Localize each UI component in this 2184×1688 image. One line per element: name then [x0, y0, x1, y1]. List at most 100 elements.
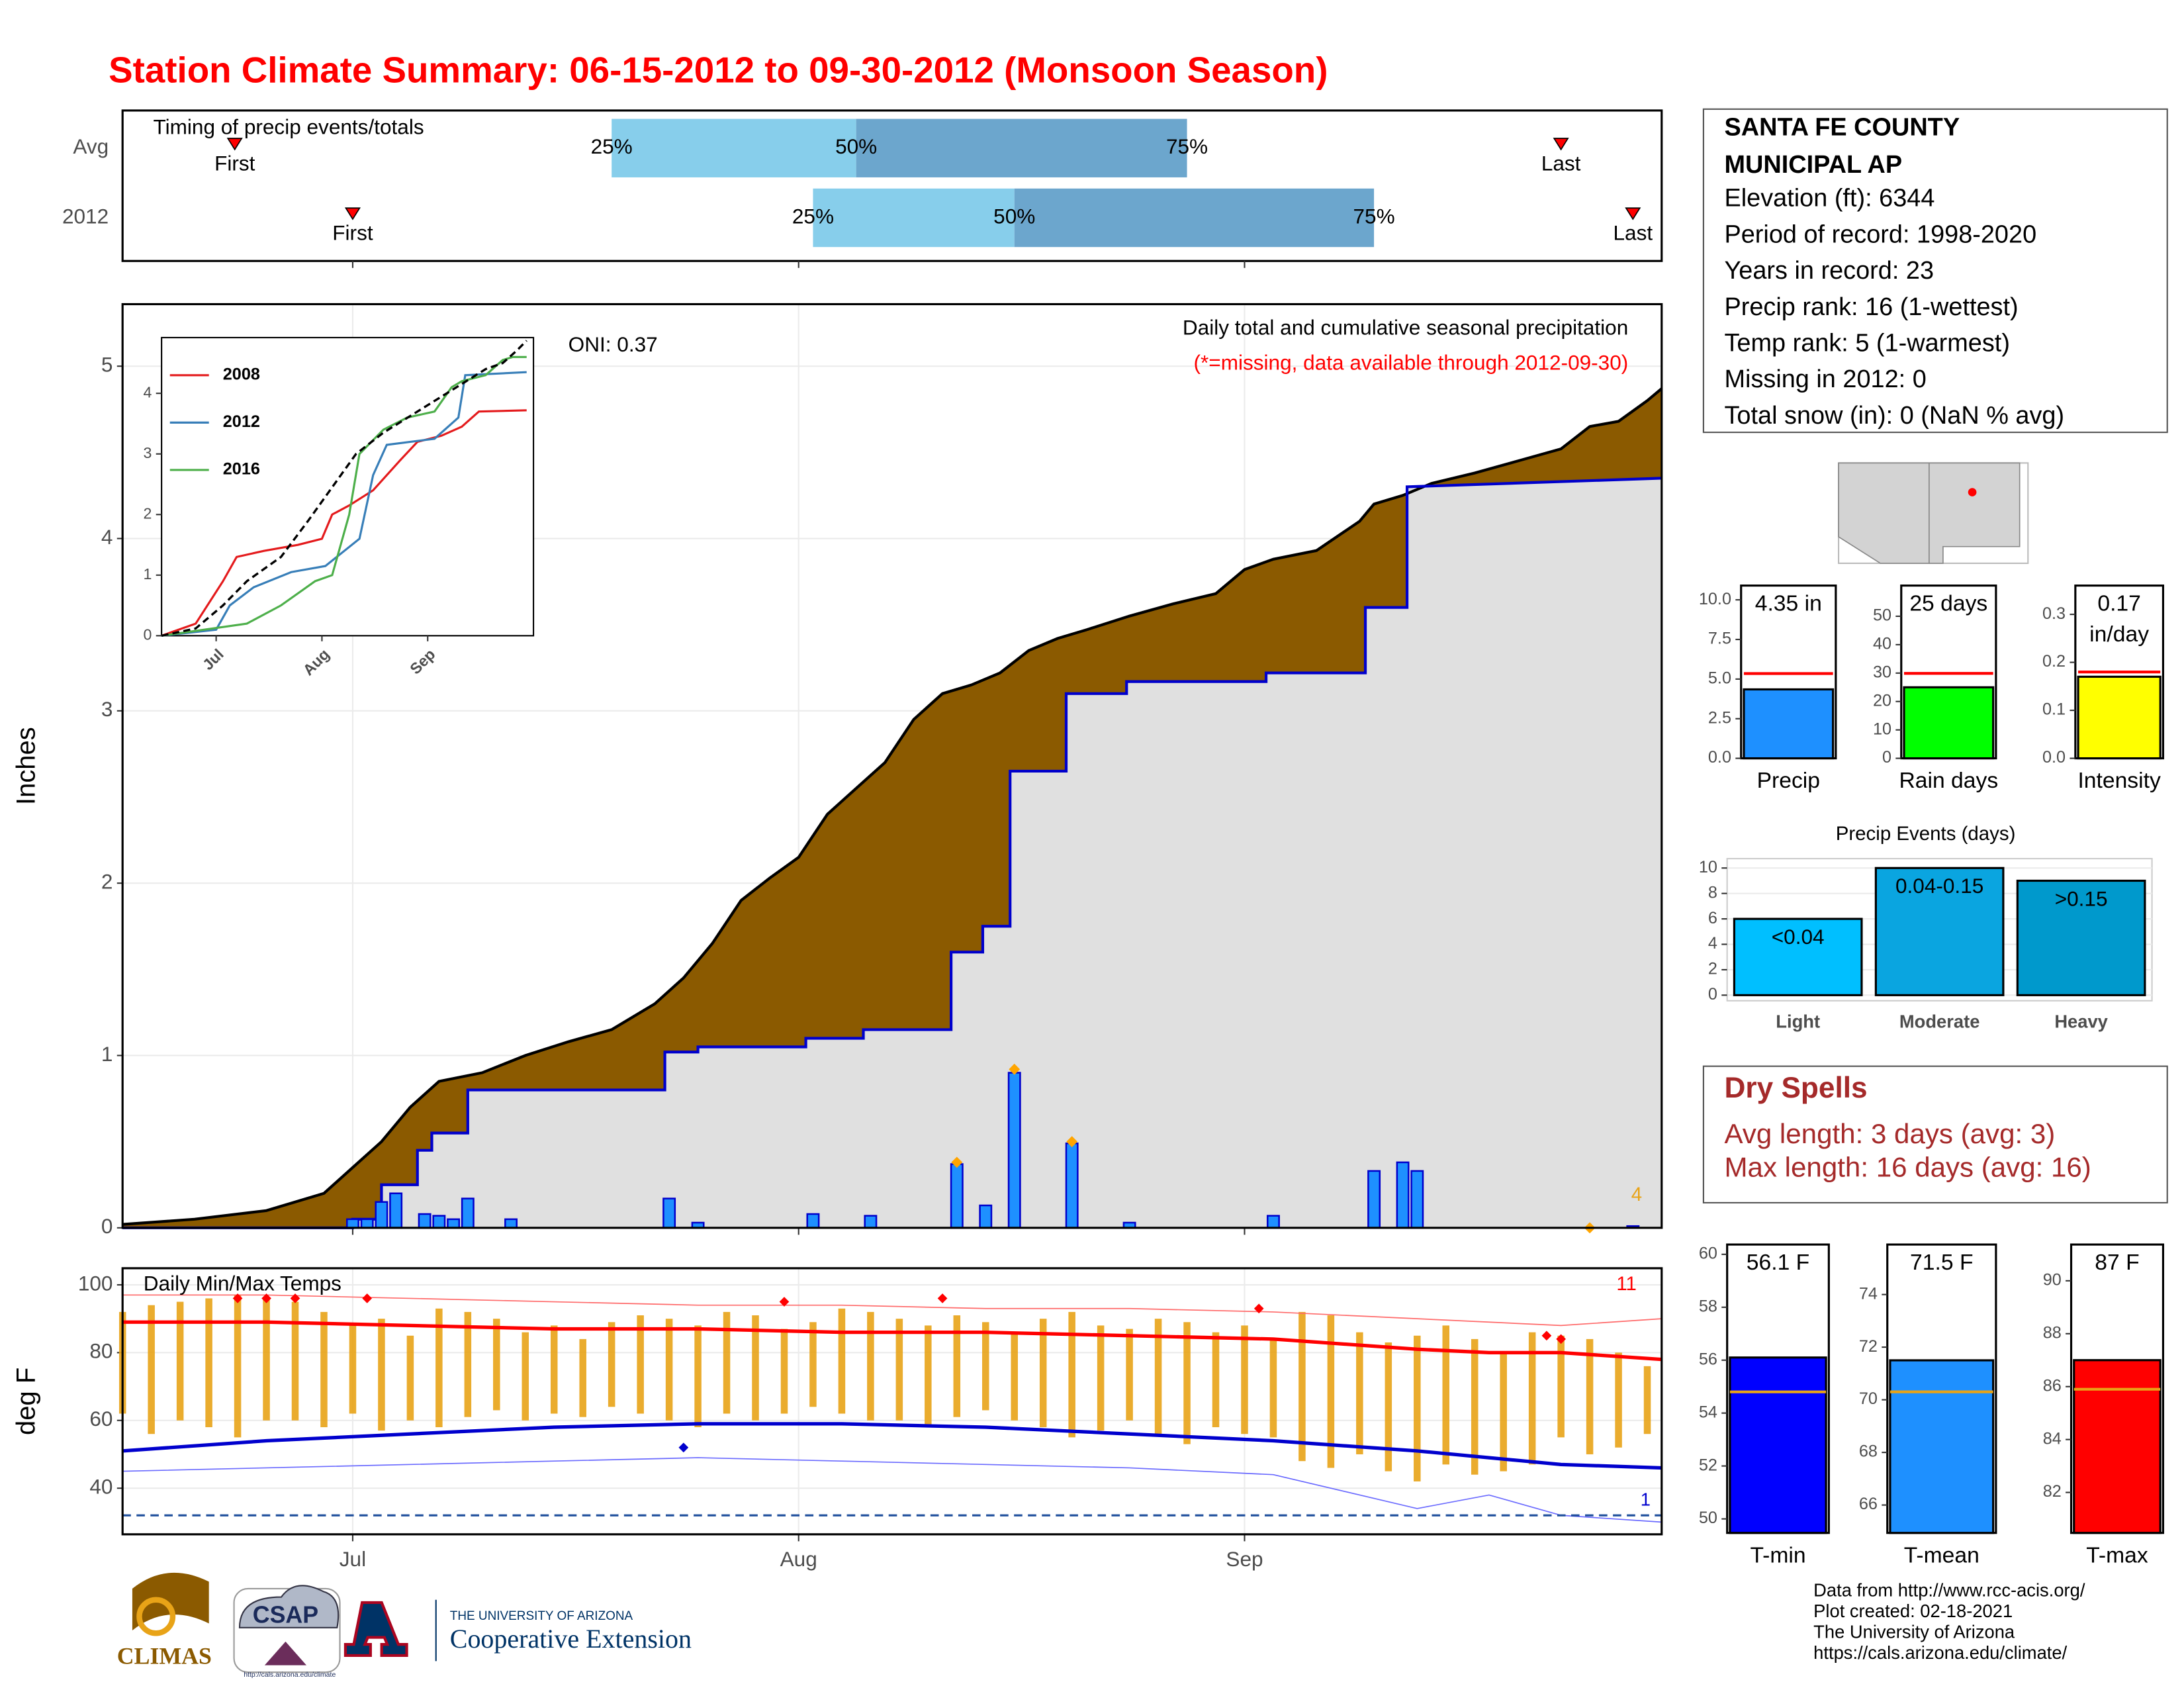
event-label: Last	[1613, 221, 1653, 245]
temp-bar	[378, 1319, 385, 1431]
logo-text: THE UNIVERSITY OF ARIZONA	[450, 1609, 633, 1623]
temp-bar	[550, 1325, 558, 1414]
info-line: Temp rank: 5 (1-warmest)	[1724, 330, 2009, 357]
info-line: Elevation (ft): 6344	[1724, 185, 1934, 212]
y-tick-label: 40	[1873, 635, 1891, 653]
info-line: Total snow (in): 0 (NaN % avg)	[1724, 402, 2064, 430]
temp-bar	[1356, 1332, 1363, 1454]
y-tick-label: 30	[1873, 663, 1891, 681]
row-label: 2012	[62, 204, 109, 228]
y-tick-label: 10	[1699, 858, 1717, 876]
y-tick-label: 60	[1699, 1244, 1717, 1263]
main-title: Station Climate Summary: 06-15-2012 to 0…	[109, 50, 1328, 91]
info-line: Precip rank: 16 (1-wettest)	[1724, 293, 2018, 321]
quartile-label: 50%	[993, 204, 1035, 228]
category-label: T-mean	[1904, 1543, 1979, 1568]
y-tick-label: 58	[1699, 1297, 1717, 1315]
cumulative-area	[122, 478, 1662, 1228]
oni-label: ONI: 0.37	[569, 332, 658, 356]
panel-title: Daily Min/Max Temps	[144, 1271, 341, 1295]
y-tick-label: 10	[1873, 720, 1891, 738]
y-tick-label: 52	[1699, 1456, 1717, 1474]
temp-bar	[406, 1335, 414, 1421]
temp-bar	[349, 1325, 357, 1414]
y-tick-label: 54	[1699, 1403, 1717, 1421]
quartile-label: 75%	[1353, 204, 1395, 228]
y-tick-label: 0.2	[2042, 652, 2066, 671]
y-tick-label: 90	[2043, 1270, 2062, 1289]
temp-bar	[723, 1311, 731, 1414]
temp-bar	[1241, 1325, 1248, 1434]
y-tick-label: 10.0	[1699, 590, 1731, 608]
event-label: First	[332, 221, 373, 245]
value-label-box: 87 F	[2095, 1252, 2139, 1276]
temp-bar	[234, 1295, 242, 1438]
logo-text: Cooperative Extension	[450, 1624, 692, 1654]
footer-line: https://cals.arizona.edu/climate/	[1813, 1642, 2067, 1663]
y-tick-label: 2.5	[1708, 708, 1731, 727]
y-tick-label: 0	[101, 1214, 113, 1238]
temp-bar	[809, 1322, 817, 1407]
temp-bar	[435, 1308, 443, 1428]
legend-label: 2016	[223, 460, 260, 479]
y-tick-label: 7.5	[1708, 630, 1731, 648]
y-tick-label: 4	[101, 525, 113, 549]
quartile-label: 75%	[1166, 134, 1208, 158]
panel-title: Daily total and cumulative seasonal prec…	[1183, 316, 1628, 340]
temp-bar	[493, 1319, 500, 1411]
y-tick-label: 100	[78, 1271, 113, 1295]
temp-bar	[1126, 1329, 1133, 1421]
y-tick-label: 56	[1699, 1350, 1717, 1368]
panel-border	[121, 1267, 1663, 1536]
y-tick-label: 0.1	[2042, 700, 2066, 719]
temp-bar	[1068, 1311, 1075, 1438]
y-axis-label: deg F	[12, 1368, 41, 1435]
daily-bar	[461, 1197, 475, 1229]
dry-spells-line: Avg length: 3 days (avg: 3)	[1724, 1118, 2055, 1149]
y-tick-label: 68	[1859, 1442, 1878, 1461]
temp-bar	[1212, 1332, 1220, 1428]
temp-bar	[1414, 1335, 1421, 1481]
y-tick-label: 80	[89, 1339, 113, 1363]
category-label: T-min	[1750, 1543, 1805, 1568]
bin-label: <0.04	[1772, 925, 1825, 949]
daily-bar	[950, 1163, 964, 1229]
y-tick-label: 86	[2043, 1376, 2062, 1395]
temp-bar	[895, 1319, 903, 1421]
y-tick-label: 1	[144, 565, 152, 583]
y-tick-label: 3	[101, 697, 113, 721]
temp-bar	[953, 1315, 961, 1417]
category-label: T-max	[2086, 1543, 2148, 1568]
record-point	[290, 1293, 300, 1303]
record-high-count: 11	[1616, 1273, 1637, 1295]
station-name: SANTA FE COUNTY	[1724, 113, 1960, 141]
y-tick-label: 70	[1859, 1389, 1878, 1408]
y-tick-label: 1	[101, 1042, 113, 1066]
y-tick-label: 0.0	[2042, 748, 2066, 767]
x-tick-label: Sep	[1226, 1547, 1263, 1571]
quartile-label: 50%	[835, 134, 877, 158]
record-point	[261, 1293, 271, 1303]
daily-bar	[1065, 1142, 1079, 1229]
x-tick-label: Aug	[780, 1547, 817, 1571]
temp-bar	[1586, 1338, 1594, 1454]
temp-bar	[665, 1319, 673, 1421]
value-label-box: 71.5 F	[1910, 1252, 1973, 1276]
y-tick-label: 5	[101, 353, 113, 377]
missing-count: 4	[1631, 1184, 1642, 1205]
temp-bar	[1643, 1366, 1651, 1434]
y-tick-label: 60	[89, 1407, 113, 1430]
category-label: Intensity	[2077, 769, 2161, 793]
daily-bar	[345, 1218, 359, 1229]
daily-bar	[1266, 1215, 1280, 1229]
daily-bar	[1396, 1161, 1410, 1229]
temp-bar	[608, 1322, 615, 1407]
cumulative-line	[122, 477, 1662, 1229]
x-tick-label: Jul	[340, 1547, 366, 1571]
daily-bar	[432, 1215, 446, 1229]
y-axis-label: Inches	[12, 727, 41, 805]
daily-bar	[447, 1218, 461, 1229]
temp-bar	[148, 1305, 155, 1434]
temp-bar	[1097, 1325, 1105, 1431]
temp-bar	[1500, 1352, 1507, 1472]
